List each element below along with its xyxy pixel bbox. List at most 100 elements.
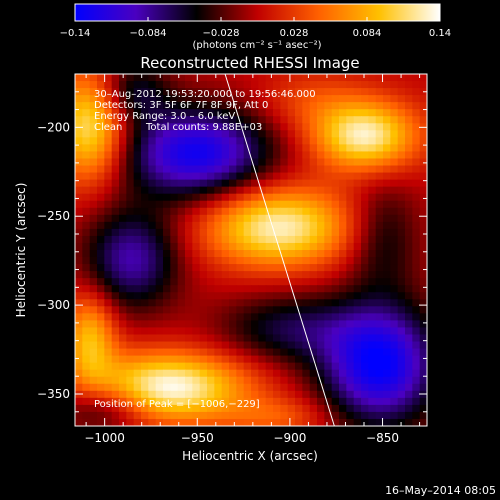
heatmap-cell [302, 151, 311, 160]
x-tick-label: −900 [273, 431, 306, 445]
heatmap-cell [324, 257, 333, 265]
heatmap-cell [287, 348, 296, 357]
heatmap-cell [331, 264, 340, 272]
heatmap-cell [199, 362, 208, 371]
heatmap-cell [258, 172, 267, 181]
heatmap-cell [317, 411, 325, 420]
heatmap-cell [375, 95, 384, 103]
heatmap-cell [383, 123, 391, 131]
heatmap-cell [155, 264, 164, 272]
heatmap-cell [368, 207, 377, 216]
heatmap-cell [214, 264, 223, 272]
heatmap-cell [361, 74, 369, 82]
heatmap-cell [163, 144, 171, 153]
heatmap-cell [229, 278, 237, 286]
heatmap-cell [317, 151, 325, 160]
heatmap-cell [126, 334, 135, 343]
heatmap-cell [119, 285, 127, 293]
heatmap-cell [405, 179, 413, 188]
heatmap-cell [390, 207, 399, 216]
heatmap-cell [295, 292, 303, 300]
heatmap-cell [280, 376, 289, 385]
heatmap-cell [324, 362, 333, 371]
heatmap-cell [390, 320, 399, 329]
heatmap-cell [258, 376, 267, 385]
heatmap-cell [361, 292, 369, 300]
heatmap-cell [192, 320, 201, 329]
heatmap-cell [375, 207, 384, 216]
heatmap-cell [185, 130, 193, 138]
heatmap-cell [265, 418, 274, 426]
heatmap-cell [353, 221, 362, 230]
heatmap-cell [97, 200, 105, 209]
heatmap-cell [375, 151, 384, 160]
heatmap-cell [331, 299, 340, 307]
heatmap-cell [353, 390, 362, 399]
heatmap-cell [353, 74, 362, 82]
heatmap-cell [258, 109, 267, 117]
heatmap-cell [339, 88, 347, 96]
heatmap-cell [280, 418, 289, 426]
heatmap-cell [383, 137, 391, 145]
heatmap-cell [199, 137, 208, 145]
heatmap-cell [192, 130, 201, 138]
heatmap-cell [258, 228, 267, 237]
heatmap-cell [251, 144, 259, 153]
heatmap-cell [82, 348, 91, 357]
heatmap-cell [258, 214, 267, 223]
heatmap-cell [229, 327, 237, 336]
colorbar-ticks: −0.14 −0.084 −0.028 0.028 0.084 0.14 [60, 17, 451, 39]
heatmap-cell [368, 172, 377, 181]
heatmap-cell [317, 102, 325, 110]
heatmap-cell [89, 355, 98, 364]
heatmap-cell [346, 242, 355, 251]
heatmap-cell [82, 95, 91, 103]
heatmap-cell [111, 327, 120, 336]
heatmap-cell [405, 285, 413, 293]
heatmap-cell [280, 285, 289, 293]
heatmap-cell [390, 264, 399, 272]
heatmap-cell [309, 74, 318, 82]
heatmap-cell [243, 418, 252, 426]
heatmap-cell [265, 207, 274, 216]
heatmap-cell [324, 313, 333, 321]
heatmap-cell [309, 418, 318, 426]
heatmap-cell [207, 320, 215, 329]
heatmap-cell [353, 334, 362, 343]
heatmap-cell [265, 186, 274, 195]
heatmap-cell [104, 327, 113, 336]
heatmap-cell [346, 186, 355, 195]
heatmap-cell [126, 264, 135, 272]
heatmap-cell [97, 383, 105, 392]
heatmap-cell [155, 250, 164, 258]
heatmap-cell [419, 186, 427, 195]
heatmap-cell [383, 235, 391, 244]
heatmap-cell [148, 306, 157, 314]
heatmap-cell [375, 172, 384, 181]
heatmap-cell [265, 116, 274, 124]
axes: −1000 −950 −900 −850−200−250−300−350 [37, 73, 427, 445]
heatmap-cell [207, 165, 215, 174]
heatmap-cell [375, 390, 384, 399]
heatmap-cell [368, 376, 377, 385]
heatmap-cell [97, 109, 105, 117]
heatmap-cell [82, 341, 91, 350]
heatmap-cell [229, 109, 237, 117]
heatmap-cell [368, 320, 377, 329]
heatmap-cell [383, 88, 391, 96]
heatmap-cell [236, 123, 245, 131]
heatmap-cell [390, 327, 399, 336]
heatmap-cell [273, 376, 281, 385]
heatmap-cell [75, 383, 83, 392]
heatmap-cell [287, 362, 296, 371]
heatmap-cell [353, 376, 362, 385]
heatmap-cell [133, 313, 142, 321]
heatmap-cell [207, 242, 215, 251]
heatmap-cell [324, 327, 333, 336]
heatmap-cell [397, 404, 406, 413]
heatmap-cell [368, 292, 377, 300]
heatmap-cell [405, 235, 413, 244]
heatmap-cell [163, 88, 171, 96]
heatmap-cell [148, 348, 157, 357]
heatmap-cell [397, 179, 406, 188]
